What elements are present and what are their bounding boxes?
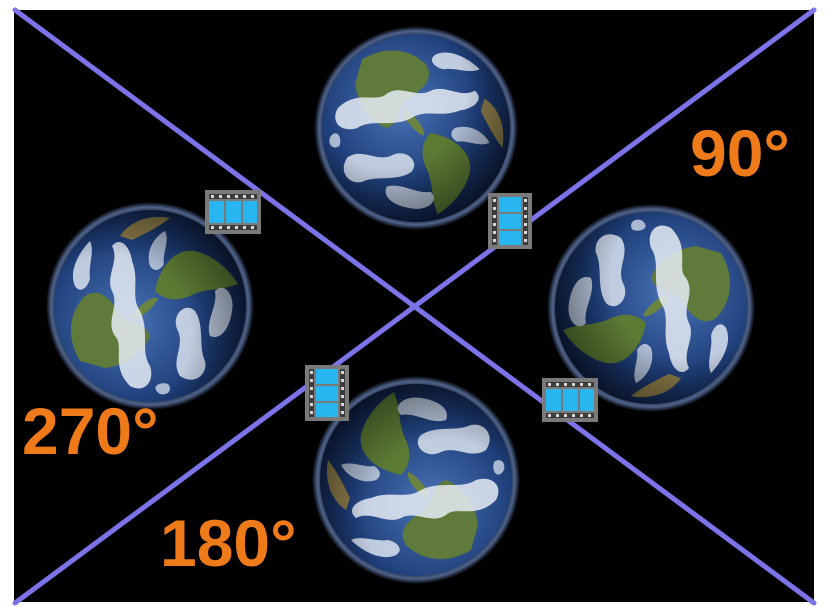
film-icon-bottom-right (542, 378, 598, 422)
film-icon-top-left (205, 190, 261, 234)
film-icon-bottom-left (305, 365, 349, 421)
angle-label-180: 180° (160, 506, 297, 580)
diagonal-line-ascending (12, 7, 817, 606)
angle-label-270: 270° (22, 394, 159, 468)
angle-label-90: 90° (690, 116, 790, 190)
globe-top (314, 26, 518, 230)
film-icon-top-right (488, 193, 532, 249)
